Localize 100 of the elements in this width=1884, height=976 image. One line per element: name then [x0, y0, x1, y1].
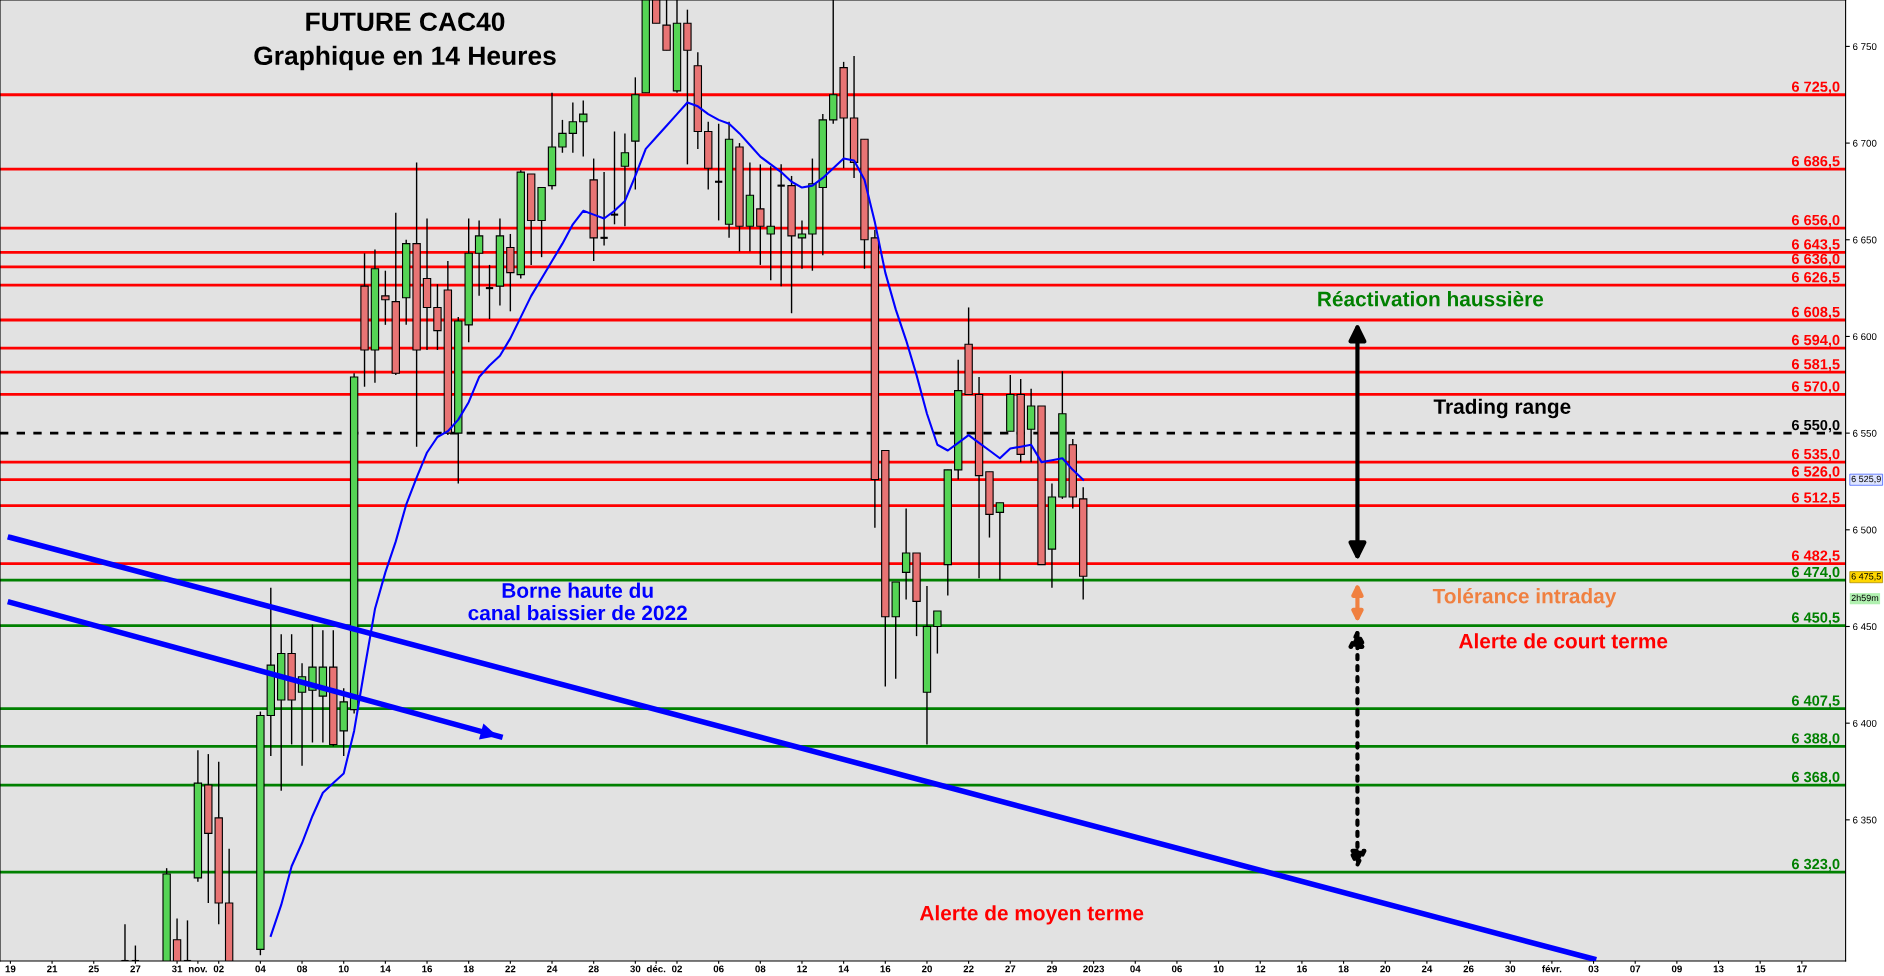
- x-tick-label: 31: [171, 965, 183, 973]
- ref-line-label: 6 626,5: [1791, 272, 1840, 285]
- ref-line-label: 6 535,0: [1791, 448, 1840, 462]
- annotation: Alerte de court terme: [1458, 633, 1668, 649]
- ref-line-label: 6 512,5: [1791, 492, 1840, 505]
- x-tick-label: 29: [1046, 965, 1057, 973]
- x-tick-label: 18: [1338, 965, 1349, 973]
- x-tick-label: 21: [47, 965, 58, 973]
- y-tick-label: 6 350: [1853, 816, 1877, 824]
- x-tick-label: 2023: [1083, 965, 1105, 973]
- ref-line-label: 6 474,0: [1791, 566, 1840, 580]
- x-tick-label: 18: [463, 965, 474, 973]
- x-tick-label: 20: [921, 965, 932, 973]
- x-tick-label: 30: [1505, 965, 1516, 973]
- ref-line-label: 6 323,0: [1791, 858, 1840, 872]
- candlestick: [620, 132, 630, 227]
- x-tick-label: 08: [755, 965, 766, 973]
- x-tick-label: 10: [1213, 965, 1224, 973]
- x-tick-label: 03: [1588, 965, 1599, 973]
- x-tick-label: 25: [88, 965, 99, 973]
- y-tick-label: 6 700: [1853, 139, 1877, 147]
- x-tick-label: 26: [1463, 965, 1474, 973]
- candlestick: [995, 502, 1005, 581]
- text: 2h59m: [1851, 594, 1879, 602]
- ref-line-label: 6 570,0: [1791, 381, 1840, 394]
- y-tick-label: 6 400: [1853, 719, 1877, 727]
- x-tick-label: 20: [1380, 965, 1391, 973]
- y-tick-label: 6 750: [1853, 43, 1877, 51]
- candlestick: [797, 219, 807, 270]
- annotation: Alerte de moyen terme: [919, 905, 1144, 925]
- x-tick-label: 02: [671, 965, 683, 973]
- x-tick-label: 07: [1630, 965, 1641, 973]
- x-tick-label: 12: [797, 965, 807, 973]
- ref-line-label: 6 594,0: [1791, 334, 1840, 348]
- x-tick-label: 06: [713, 965, 724, 973]
- ref-line-label: 6 526,0: [1791, 466, 1840, 479]
- candlestick: [381, 270, 390, 326]
- candlestick: [484, 264, 495, 320]
- text: Graphique en 14 Heures: [254, 45, 556, 71]
- x-tick-label: 28: [588, 965, 599, 973]
- ref-line-label: 6 608,5: [1791, 306, 1840, 320]
- text: 6 525,9: [1851, 475, 1881, 484]
- ref-line-label: 6 388,0: [1791, 733, 1840, 746]
- x-tick-label: 16: [422, 965, 433, 973]
- ref-line-label: 6 407,5: [1791, 695, 1840, 708]
- x-tick-label: 17: [1797, 965, 1807, 973]
- x-tick-label: févr.: [1542, 965, 1562, 973]
- x-tick-label: 16: [1297, 965, 1307, 973]
- x-tick-label: 27: [1005, 965, 1016, 973]
- candlestick: [609, 130, 620, 225]
- x-tick-label: déc.: [646, 965, 666, 973]
- x-tick-label: nov.: [188, 966, 207, 973]
- x-tick-label: 14: [380, 965, 391, 973]
- x-tick-label: 14: [838, 965, 849, 973]
- ref-line-label: 6 368,0: [1791, 771, 1840, 785]
- x-tick-label: 22: [963, 965, 974, 973]
- x-tick-label: 04: [1130, 965, 1141, 973]
- x-tick-label: 09: [1671, 965, 1682, 973]
- x-tick-label: 22: [505, 965, 516, 973]
- y-tick-label: 6 650: [1853, 236, 1877, 244]
- candlestick: [713, 123, 724, 222]
- candlestick: [474, 219, 484, 297]
- ref-line-label: 6 550,0: [1791, 419, 1840, 433]
- candlestick: [568, 101, 578, 154]
- y-tick-label: 6 600: [1853, 333, 1877, 341]
- x-tick-label: 12: [1255, 965, 1266, 973]
- candlestick: [933, 610, 942, 655]
- candlestick: [558, 119, 567, 154]
- annotation: Trading range: [1433, 398, 1571, 419]
- annotation: Tolérance intraday: [1432, 587, 1617, 608]
- x-tick-label: 02: [213, 965, 224, 973]
- annotation: Borne haute du canal baissier de 2022: [468, 582, 687, 621]
- text: 6 475,5: [1851, 573, 1881, 581]
- ref-line-label: 6 581,5: [1791, 359, 1840, 372]
- candlestick: [901, 507, 911, 601]
- x-tick-label: 24: [546, 965, 558, 973]
- x-tick-label: 06: [1171, 965, 1182, 973]
- x-tick-label: 16: [880, 965, 891, 973]
- ref-line-label: 6 656,0: [1791, 214, 1840, 228]
- x-tick-label: 30: [630, 965, 641, 973]
- candlestick: [579, 99, 588, 158]
- ref-line-label: 6 686,5: [1791, 155, 1840, 169]
- y-tick-label: 6 550: [1853, 429, 1877, 437]
- ref-line-label: 6 725,0: [1791, 81, 1840, 94]
- x-tick-label: 15: [1755, 965, 1766, 973]
- y-tick-label: 6 450: [1853, 623, 1877, 631]
- annotation: Réactivation haussière: [1318, 290, 1544, 307]
- x-tick-label: 13: [1713, 965, 1724, 973]
- candlestick: [776, 163, 786, 287]
- x-tick-label: 19: [5, 965, 16, 973]
- chart-title: FUTURE CAC40: [306, 12, 505, 32]
- x-tick-label: 08: [297, 965, 308, 973]
- x-tick-label: 10: [338, 965, 349, 973]
- x-tick-label: 04: [255, 965, 266, 973]
- x-tick-label: 27: [130, 965, 141, 973]
- x-tick-label: 24: [1421, 965, 1433, 973]
- y-tick-label: 6 500: [1853, 526, 1877, 534]
- ref-line-label: 6 643,5: [1791, 239, 1840, 252]
- ref-line-label: 6 450,5: [1791, 612, 1840, 625]
- ref-line-label: 6 482,5: [1791, 550, 1840, 563]
